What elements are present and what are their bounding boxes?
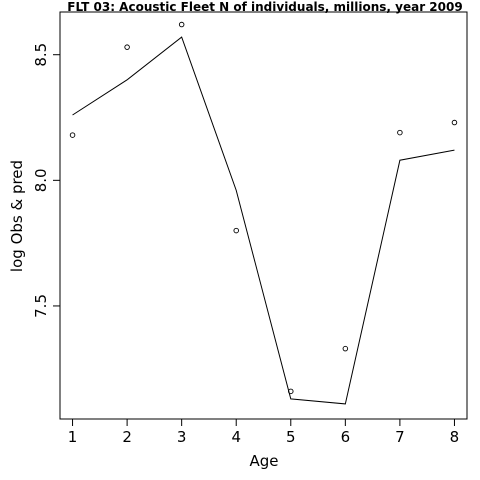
x-tick-label: 7 [395, 428, 405, 446]
observed-point [233, 227, 239, 234]
y-tick-label: 8.5 [32, 43, 50, 67]
observed-point [69, 132, 76, 138]
y-tick-label: 7.5 [32, 294, 50, 318]
x-tick-label: 8 [450, 428, 460, 446]
observed-point [288, 388, 294, 395]
plot-frame [59, 11, 468, 420]
x-tick-label: 6 [341, 428, 351, 446]
observed-point [397, 129, 403, 136]
x-tick-label: 3 [177, 428, 187, 446]
predicted-line [72, 36, 455, 405]
observed-point [451, 119, 458, 126]
observed-point [124, 44, 130, 50]
x-axis-label: Age [249, 452, 278, 470]
x-tick-label: 1 [68, 428, 78, 446]
plot-area [69, 21, 458, 405]
chart-title: FLT 03: Acoustic Fleet N of individuals,… [67, 0, 462, 14]
y-axis: 7.5 8.0 8.5 [32, 43, 60, 318]
observed-point [342, 345, 349, 352]
observed-point [178, 21, 185, 28]
x-tick-label: 5 [286, 428, 296, 446]
y-axis-label: log Obs & pred [8, 160, 26, 272]
x-tick-label: 4 [231, 428, 241, 446]
x-tick-label: 2 [122, 428, 132, 446]
x-axis: 1 2 3 4 5 6 7 8 [68, 419, 459, 446]
y-tick-label: 8.0 [32, 168, 50, 192]
